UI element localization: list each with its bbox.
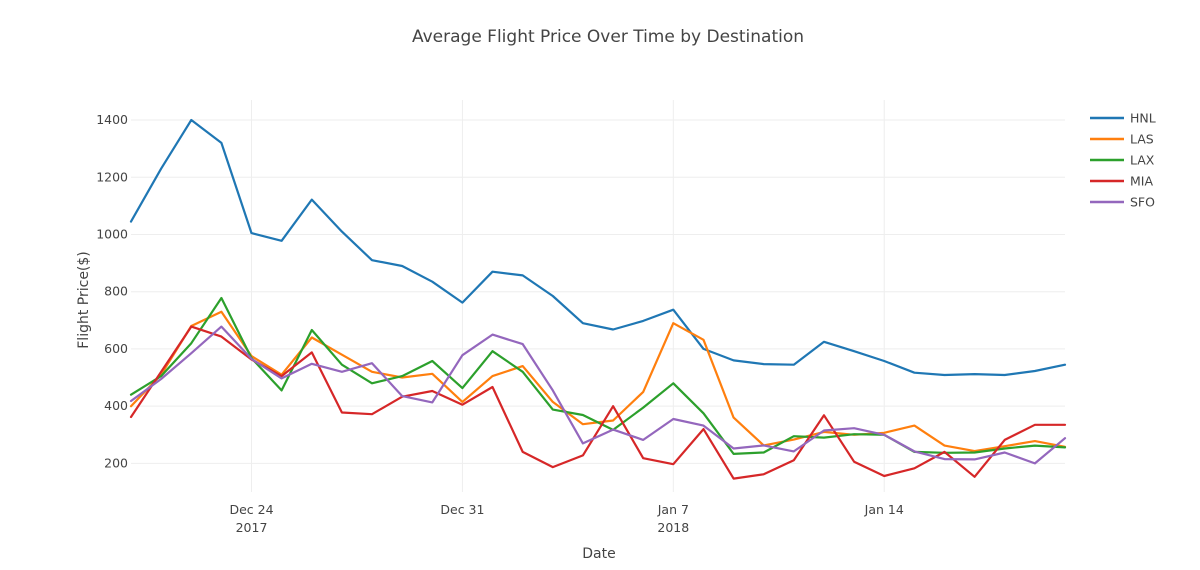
legend-label-hnl: HNL bbox=[1130, 111, 1156, 126]
legend-label-mia: MIA bbox=[1130, 174, 1153, 189]
x-tick-label: Dec 24 bbox=[229, 502, 273, 517]
series-line-mia bbox=[129, 325, 1067, 480]
y-axis-ticks: 200 400 600 800 1000 1200 1400 bbox=[96, 112, 128, 470]
legend: HNL LAS LAX MIA SFO bbox=[1090, 111, 1156, 210]
x-tick-label: Jan 14 bbox=[864, 502, 904, 517]
y-tick-label: 200 bbox=[104, 455, 128, 470]
legend-label-lax: LAX bbox=[1130, 153, 1155, 168]
series-line-sfo bbox=[129, 325, 1067, 465]
x-axis-title: Date bbox=[582, 546, 615, 562]
x-tick-year-label: 2017 bbox=[236, 520, 268, 535]
y-axis-title: Flight Price($) bbox=[76, 251, 92, 349]
series-lines bbox=[129, 118, 1067, 480]
y-tick-label: 1200 bbox=[96, 169, 128, 184]
legend-label-las: LAS bbox=[1130, 132, 1154, 147]
x-axis-ticks: Dec 24 2017 Dec 31 Jan 7 2018 Jan 14 bbox=[229, 502, 903, 535]
y-tick-label: 600 bbox=[104, 341, 128, 356]
chart-title: Average Flight Price Over Time by Destin… bbox=[412, 27, 804, 47]
x-tick-year-label: 2018 bbox=[657, 520, 689, 535]
y-tick-label: 800 bbox=[104, 284, 128, 299]
series-line-hnl bbox=[129, 118, 1067, 377]
y-tick-label: 1400 bbox=[96, 112, 128, 127]
y-tick-label: 1000 bbox=[96, 226, 128, 241]
x-tick-label: Dec 31 bbox=[440, 502, 484, 517]
y-tick-label: 400 bbox=[104, 398, 128, 413]
x-tick-label: Jan 7 bbox=[657, 502, 689, 517]
legend-label-sfo: SFO bbox=[1130, 195, 1155, 210]
